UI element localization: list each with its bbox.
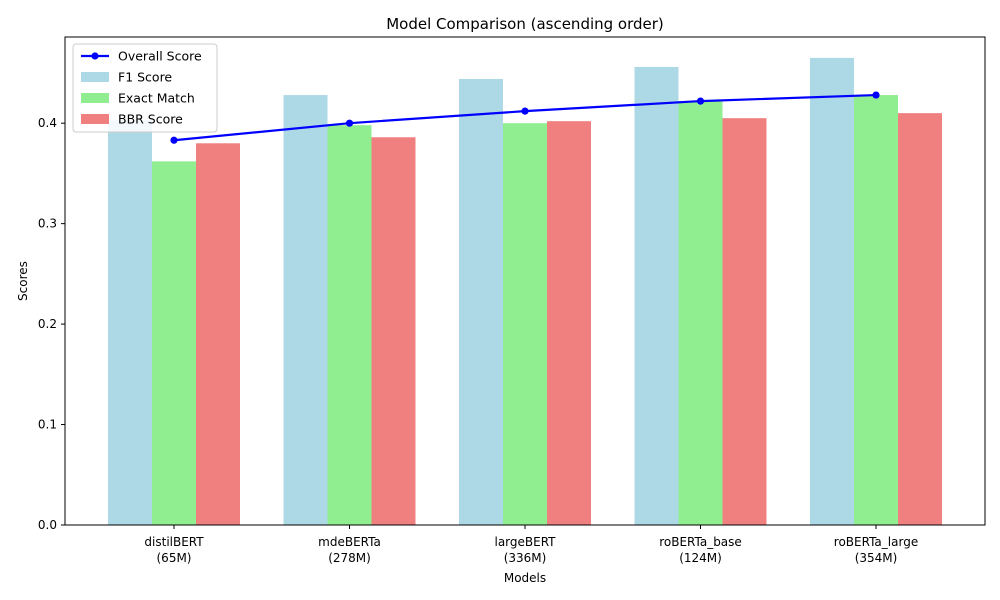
legend-box — [72, 43, 218, 133]
chart-title: Model Comparison (ascending order) — [386, 15, 664, 33]
bar-exact-match-3 — [503, 123, 547, 526]
x-tick-label-3: largeBERT (336M) — [494, 535, 556, 565]
y-tick-label-2: 0.1 — [38, 418, 57, 432]
overall-score-point-2 — [345, 119, 354, 127]
legend-swatch-f1-score — [81, 72, 109, 82]
bar-bbr-score-4 — [722, 118, 767, 526]
y-tick-label-4: 0.3 — [38, 217, 57, 231]
legend-marker-overall-score — [91, 52, 99, 60]
y-axis-label: Scores — [16, 261, 30, 301]
overall-score-point-5 — [872, 91, 880, 99]
x-tick-label-5: roBERTa_large (354M) — [834, 535, 918, 565]
x-axis-label: Models — [504, 571, 546, 585]
y-tick-label-1: 0.0 — [38, 518, 57, 532]
bar-bbr-score-1 — [196, 143, 240, 526]
bar-f1-score-4 — [634, 66, 679, 526]
legend-label-overall-score: Overall Score — [118, 49, 202, 64]
y-tick-label-5: 0.4 — [38, 116, 57, 130]
bar-exact-match-2 — [327, 125, 372, 526]
legend-label-f1-score: F1 Score — [118, 70, 172, 85]
overall-score-point-4 — [696, 97, 705, 105]
overall-score-point-3 — [521, 107, 529, 115]
bar-bbr-score-5 — [898, 113, 942, 525]
bar-f1-score-3 — [459, 78, 503, 526]
legend-swatch-bbr-score — [81, 114, 109, 124]
legend: Overall Score F1 Score Exact Match BBR Scor… — [72, 43, 218, 133]
bar-f1-score-5 — [810, 57, 854, 525]
x-tick-label-2: mdeBERTa (278M) — [318, 535, 381, 565]
legend-label-exact-match: Exact Match — [118, 91, 195, 106]
y-tick-label-3: 0.2 — [38, 317, 57, 331]
bar-bbr-score-2 — [371, 137, 416, 525]
x-tick-label-1: distilBERT (65M) — [144, 535, 204, 565]
bar-bbr-score-3 — [547, 121, 591, 525]
plot-area: 0.0 0.1 0.2 0.3 0.4 distilBERT (65M) mdeBERTa (2… — [38, 36, 986, 565]
bar-exact-match-4 — [678, 101, 723, 525]
bar-f1-score-1 — [108, 120, 152, 525]
legend-swatch-exact-match — [81, 93, 109, 103]
bar-exact-match-1 — [152, 161, 196, 525]
axes-frame — [64, 36, 986, 526]
bar-exact-match-5 — [854, 95, 898, 525]
overall-score-point-1 — [170, 136, 178, 144]
bar-f1-score-2 — [283, 95, 328, 525]
legend-label-bbr-score: BBR Score — [118, 112, 183, 127]
x-tick-label-4: roBERTa_base (124M) — [659, 535, 742, 565]
